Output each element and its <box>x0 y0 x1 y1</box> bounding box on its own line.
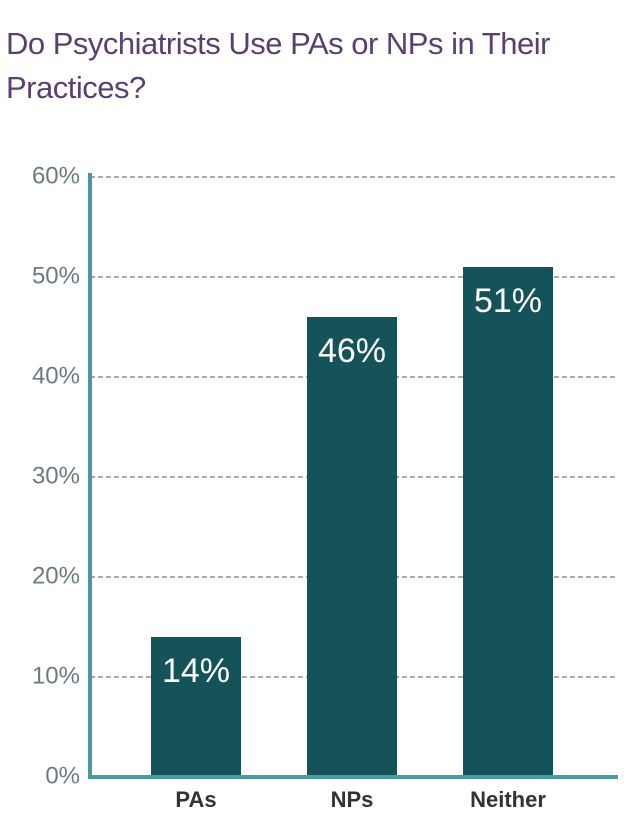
x-tick-label: NPs <box>331 787 374 812</box>
value-label: 51% <box>474 282 542 320</box>
bar <box>463 267 553 777</box>
y-tick-label: 30% <box>32 462 80 489</box>
y-tick-label: 0% <box>45 762 80 789</box>
x-tick-label: PAs <box>175 787 216 812</box>
value-label: 14% <box>162 652 230 690</box>
bar <box>307 317 397 777</box>
y-tick-label: 60% <box>32 162 80 189</box>
bar <box>151 637 241 777</box>
chart-title: Do Psychiatrists Use PAs or NPs in Their… <box>6 26 550 105</box>
y-tick-label: 50% <box>32 262 80 289</box>
value-label: 46% <box>318 332 386 370</box>
y-tick-label: 40% <box>32 362 80 389</box>
x-tick-label: Neither <box>470 787 546 812</box>
y-tick-label: 10% <box>32 662 80 689</box>
y-tick-label: 20% <box>32 562 80 589</box>
